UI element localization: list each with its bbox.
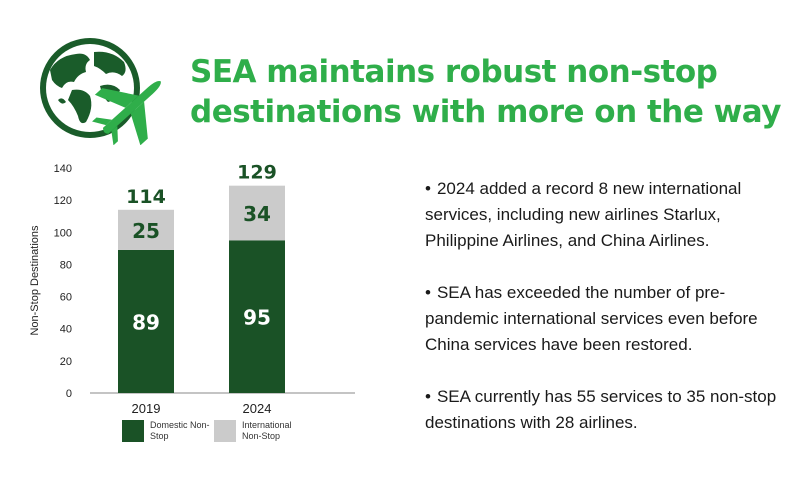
bullet-item: • SEA has exceeded the number of pre-pand… xyxy=(425,280,785,358)
x-tick-label: 2024 xyxy=(243,401,272,416)
globe-with-airplane-icon xyxy=(40,38,161,145)
y-tick-label: 140 xyxy=(54,163,72,175)
bullet-text: 2024 added a record 8 new international … xyxy=(425,179,742,250)
title-line-1: SEA maintains robust non-stop xyxy=(190,54,718,90)
y-axis-title: Non-Stop Destinations xyxy=(29,225,41,336)
legend-swatch-international xyxy=(214,420,236,442)
bar-domestic xyxy=(229,240,285,393)
x-tick-label: 2019 xyxy=(132,401,161,416)
y-tick-label: 0 xyxy=(66,388,72,400)
y-tick-label: 40 xyxy=(60,324,72,336)
stacked-bar-chart: 0 20 40 60 80 100 120 140 Non-Stop Destinations 8… xyxy=(29,162,355,416)
bar-international xyxy=(118,209,174,250)
page-title: SEA maintains robust non-stop destinatio… xyxy=(190,52,790,132)
y-tick-label: 80 xyxy=(60,259,72,271)
bullet-text: SEA currently has 55 services to 35 non-… xyxy=(425,387,777,432)
bullet-item: • 2024 added a record 8 new international… xyxy=(425,176,785,254)
legend-item-international: International Non-Stop xyxy=(214,420,306,442)
bullet-symbol: • xyxy=(425,179,431,198)
bar-domestic xyxy=(118,249,174,393)
y-tick-label: 120 xyxy=(54,195,72,207)
data-label-international: 34 xyxy=(243,202,271,226)
bullet-list: • 2024 added a record 8 new international… xyxy=(425,176,785,462)
chart-legend: Domestic Non-Stop International Non-Stop xyxy=(122,420,362,450)
bullet-symbol: • xyxy=(425,283,431,302)
data-label-international: 25 xyxy=(132,219,160,243)
data-label-domestic: 95 xyxy=(243,306,271,330)
bullet-text: SEA has exceeded the number of pre-pande… xyxy=(425,283,758,354)
data-label-total: 129 xyxy=(237,162,277,184)
y-tick-label: 60 xyxy=(60,292,72,304)
bullet-symbol: • xyxy=(425,387,431,406)
legend-swatch-domestic xyxy=(122,420,144,442)
data-label-total: 114 xyxy=(126,186,166,208)
data-label-domestic: 89 xyxy=(132,310,160,334)
legend-label-domestic: Domestic Non-Stop xyxy=(150,420,210,441)
airplane-icon xyxy=(92,80,161,145)
title-line-2: destinations with more on the way xyxy=(190,94,781,130)
y-tick-label: 20 xyxy=(60,356,72,368)
legend-item-domestic: Domestic Non-Stop xyxy=(122,420,214,442)
bar-international xyxy=(229,185,285,241)
bullet-item: • SEA currently has 55 services to 35 non… xyxy=(425,384,785,436)
y-tick-label: 100 xyxy=(54,227,72,239)
legend-label-international: International Non-Stop xyxy=(242,420,292,441)
